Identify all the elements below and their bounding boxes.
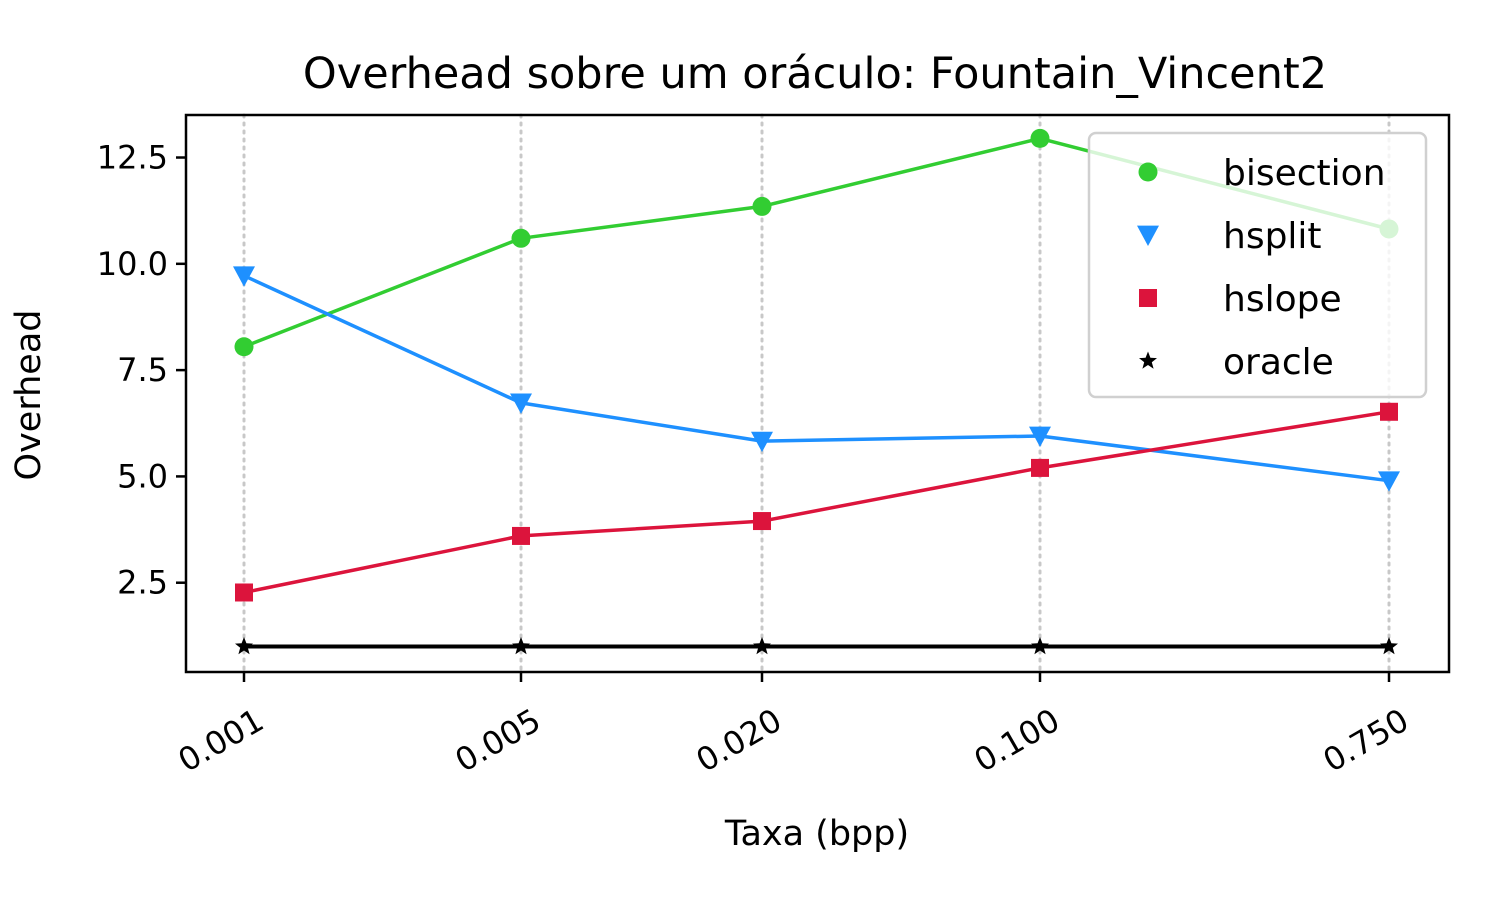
data-point-hsplit: [233, 266, 255, 287]
x-tick-label: 0.020: [690, 701, 788, 780]
y-tick-label: 10.0: [97, 245, 168, 283]
y-tick-label: 5.0: [117, 457, 168, 495]
data-point-hslope: [512, 526, 530, 545]
y-tick-label: 12.5: [97, 139, 168, 177]
data-point-hsplit: [1378, 471, 1400, 492]
x-tick-label: 0.750: [1317, 701, 1415, 780]
legend: bisection hsplit hslope oracle: [1087, 131, 1428, 399]
data-point-hslope: [1380, 402, 1398, 421]
data-point-hsplit: [510, 393, 532, 414]
data-point-hslope: [1031, 458, 1049, 477]
legend-label-bisection: bisection: [1223, 153, 1386, 194]
y-tick-label: 7.5: [117, 351, 168, 389]
legend-marker-hsplit: [1137, 225, 1159, 246]
data-point-oracle: [1380, 637, 1398, 655]
data-point-oracle: [1031, 637, 1049, 655]
data-point-hsplit: [751, 431, 773, 453]
data-point-bisection: [234, 337, 254, 357]
grid: [242, 113, 1391, 674]
legend-box: [1087, 131, 1428, 399]
legend-label-hslope: hslope: [1223, 279, 1342, 320]
data-point-hsplit: [1029, 426, 1051, 448]
data-point-hslope: [753, 512, 771, 531]
x-tick-label: 0.100: [968, 701, 1066, 780]
x-axis-label: Taxa (bpp): [724, 814, 909, 854]
plot-area-frame: [184, 113, 1451, 674]
data-point-oracle: [512, 637, 530, 655]
legend-marker-bisection: [1138, 162, 1158, 182]
data-point-bisection: [511, 228, 531, 248]
legend-label-oracle: oracle: [1223, 342, 1334, 383]
data-point-oracle: [753, 637, 771, 655]
legend-marker-oracle: [1139, 351, 1157, 369]
x-tick-label: 0.001: [172, 701, 270, 780]
data-point-bisection: [752, 196, 772, 216]
y-axis-label: Overhead: [9, 310, 49, 481]
data-point-hslope: [235, 583, 253, 602]
data-point-bisection: [1030, 128, 1050, 148]
data-point-oracle: [235, 637, 253, 655]
x-tick-label: 0.005: [449, 701, 547, 780]
chart-title: Overhead sobre um oráculo: Fountain_Vinc…: [303, 49, 1327, 99]
legend-marker-hslope: [1139, 289, 1157, 307]
y-tick-label: 2.5: [117, 564, 168, 602]
legend-label-hsplit: hsplit: [1223, 216, 1322, 257]
